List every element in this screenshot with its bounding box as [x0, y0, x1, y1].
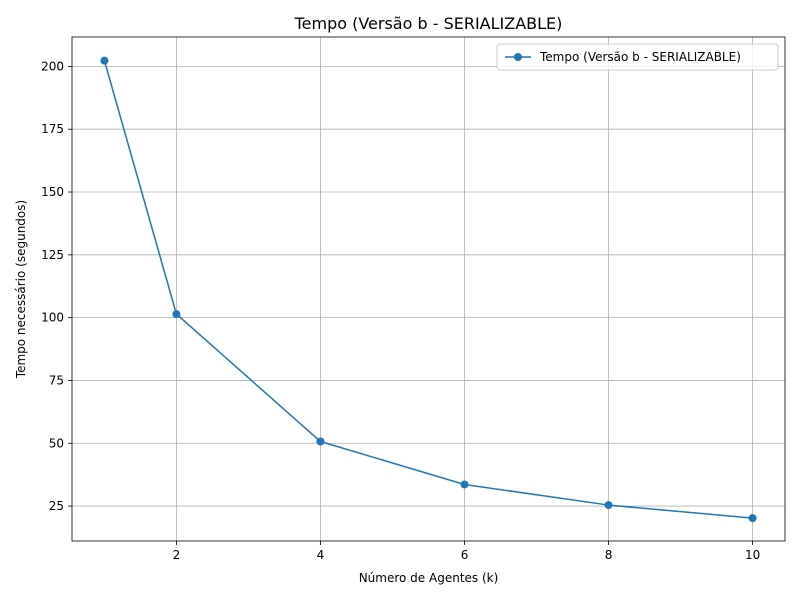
y-tick-label: 125 — [41, 248, 64, 262]
y-tick-label: 25 — [49, 499, 64, 513]
grid — [72, 37, 785, 541]
legend: Tempo (Versão b - SERIALIZABLE) — [496, 43, 779, 71]
y-tick-label: 175 — [41, 122, 64, 136]
x-axis-label: Número de Agentes (k) — [359, 571, 499, 585]
plot-area — [72, 37, 785, 541]
series-layer — [100, 56, 757, 523]
chart-title: Tempo (Versão b - SERIALIZABLE) — [294, 14, 563, 33]
y-tick-label: 200 — [41, 59, 64, 73]
x-tick-label: 2 — [173, 548, 181, 562]
legend-label: Tempo (Versão b - SERIALIZABLE) — [539, 50, 741, 64]
data-point — [100, 56, 109, 65]
legend-box — [496, 43, 779, 71]
x-tick-label: 4 — [317, 548, 325, 562]
data-point — [172, 310, 181, 319]
y-axis-label: Tempo necessário (segundos) — [14, 200, 28, 379]
data-point — [316, 437, 325, 446]
data-point — [604, 501, 613, 510]
legend-marker-swatch — [514, 53, 522, 61]
y-tick-label: 50 — [49, 436, 64, 450]
series-line — [103, 60, 753, 519]
plot-frame — [71, 36, 786, 542]
y-tick-label: 100 — [41, 311, 64, 325]
data-point — [748, 514, 757, 523]
data-point — [460, 480, 469, 489]
x-tick-label: 8 — [605, 548, 613, 562]
x-tick-label: 6 — [461, 548, 469, 562]
y-tick-label: 150 — [41, 185, 64, 199]
axis-ticks: 2 4 6 8 10 25 50 75 100 125 150 175 200 — [41, 59, 760, 562]
x-tick-label: 10 — [745, 548, 760, 562]
y-tick-label: 75 — [49, 373, 64, 387]
